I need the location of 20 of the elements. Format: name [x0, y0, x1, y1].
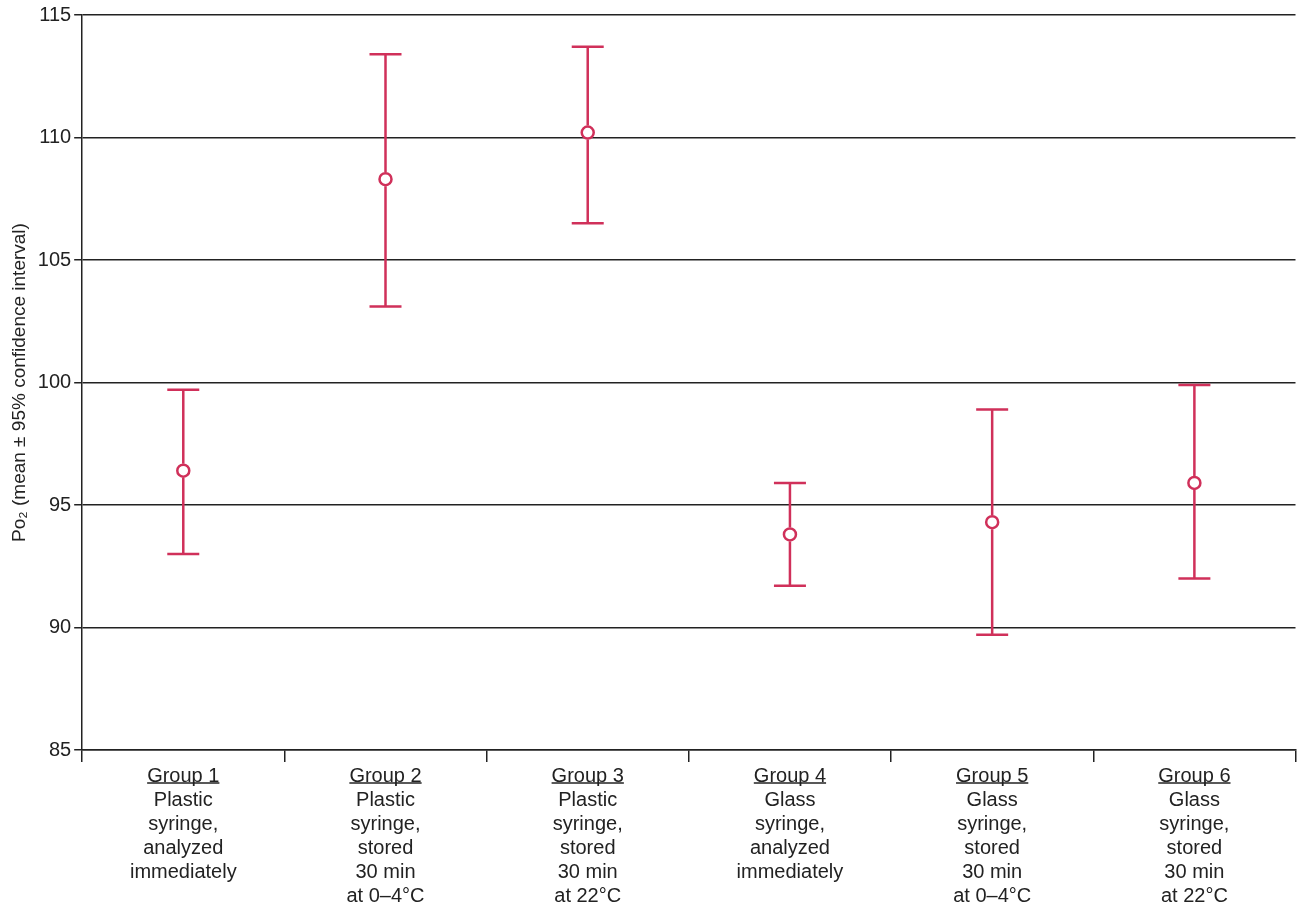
y-tick-label: 110	[39, 125, 72, 148]
y-axis-title: Po₂ (mean ± 95% confidence interval)	[7, 223, 29, 542]
point	[1187, 475, 1202, 491]
y-tick-label: 85	[48, 737, 72, 760]
x-tick-label: Group 4 Glass syringe, analyzed immediately	[736, 763, 844, 882]
x-tick-label: Group 2 Plastic syringe, stored 30 min at 0–4°C	[346, 763, 425, 906]
point	[580, 125, 595, 140]
y-tick-label: 90	[48, 615, 72, 638]
y-tick-label: 105	[37, 247, 72, 270]
y-tick-label: 100	[37, 370, 72, 393]
point	[984, 514, 1000, 530]
y-tick-label: 115	[39, 2, 72, 25]
x-tick-label: Group 3 Plastic syringe, stored 30 min at 22°C	[551, 763, 624, 906]
x-tick-label: Group 1 Plastic syringe, analyzed immediately	[129, 763, 237, 882]
y-tick-label: 95	[48, 492, 72, 515]
point	[782, 527, 798, 542]
point	[378, 171, 393, 187]
x-tick-label: Group 5 Glass syringe, stored 30 min at 0–4°C	[953, 763, 1032, 906]
point	[176, 463, 191, 478]
x-tick-label: Group 6 Glass syringe, stored 30 min at 22°C	[1158, 763, 1231, 906]
